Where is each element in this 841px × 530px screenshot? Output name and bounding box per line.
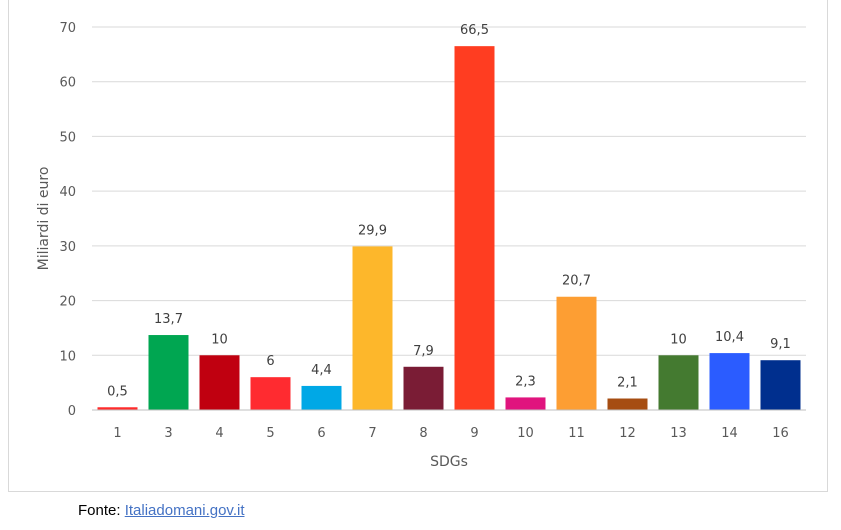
data-label: 10	[670, 332, 687, 347]
bar-sdg-4	[199, 355, 240, 410]
x-tick-label: 12	[619, 426, 636, 441]
x-tick-label: 5	[266, 426, 274, 441]
x-tick-label: 6	[317, 426, 325, 441]
bar-sdg-13	[658, 355, 699, 410]
bar-sdg-16	[760, 360, 801, 410]
data-label: 20,7	[562, 274, 591, 289]
data-label: 2,3	[515, 374, 536, 389]
source-link[interactable]: Italiadomani.gov.it	[124, 502, 245, 519]
data-label: 0,5	[107, 384, 128, 399]
y-tick-label: 0	[68, 404, 76, 419]
x-tick-label: 7	[368, 426, 376, 441]
x-tick-label: 4	[215, 426, 223, 441]
x-tick-label: 10	[517, 426, 534, 441]
y-axis-title: Miliardi di euro	[36, 167, 52, 271]
bar-sdg-11	[556, 296, 597, 410]
bar-sdg-3	[148, 335, 189, 410]
bar-sdg-7	[352, 246, 393, 410]
x-tick-label: 8	[419, 426, 427, 441]
y-tick-label: 60	[59, 76, 76, 91]
x-tick-label: 13	[670, 426, 687, 441]
chart-frame	[8, 0, 828, 492]
bar-sdg-8	[403, 366, 444, 410]
source-note: Fonte: Italiadomani.gov.it	[78, 502, 245, 519]
data-label: 66,5	[460, 23, 489, 38]
data-label: 29,9	[358, 223, 387, 238]
bar-sdg-6	[301, 385, 342, 410]
x-tick-label: 1	[113, 426, 121, 441]
data-label: 2,1	[617, 376, 638, 391]
bar-sdg-12	[607, 398, 648, 410]
bar-sdg-10	[505, 397, 546, 410]
data-label: 10,4	[715, 330, 744, 345]
y-tick-label: 10	[59, 349, 76, 364]
bar-sdg-9	[454, 46, 495, 411]
bar-sdg-5	[250, 377, 291, 410]
x-axis-title: SDGs	[430, 454, 468, 470]
x-tick-label: 14	[721, 426, 738, 441]
x-tick-label: 3	[164, 426, 172, 441]
bar-sdg-1	[97, 407, 138, 410]
source-label: Fonte:	[78, 502, 121, 519]
data-label: 6	[266, 354, 274, 369]
data-label: 4,4	[311, 363, 332, 378]
y-tick-label: 70	[59, 21, 76, 36]
y-tick-label: 50	[59, 130, 76, 145]
data-label: 10	[211, 332, 228, 347]
x-tick-label: 9	[470, 426, 478, 441]
y-tick-label: 40	[59, 185, 76, 200]
bar-sdg-14	[709, 353, 750, 410]
x-tick-label: 16	[772, 426, 789, 441]
data-label: 9,1	[770, 337, 791, 352]
data-label: 7,9	[413, 344, 434, 359]
x-tick-label: 11	[568, 426, 585, 441]
y-tick-label: 20	[59, 295, 76, 310]
y-tick-label: 30	[59, 240, 76, 255]
data-label: 13,7	[154, 312, 183, 327]
